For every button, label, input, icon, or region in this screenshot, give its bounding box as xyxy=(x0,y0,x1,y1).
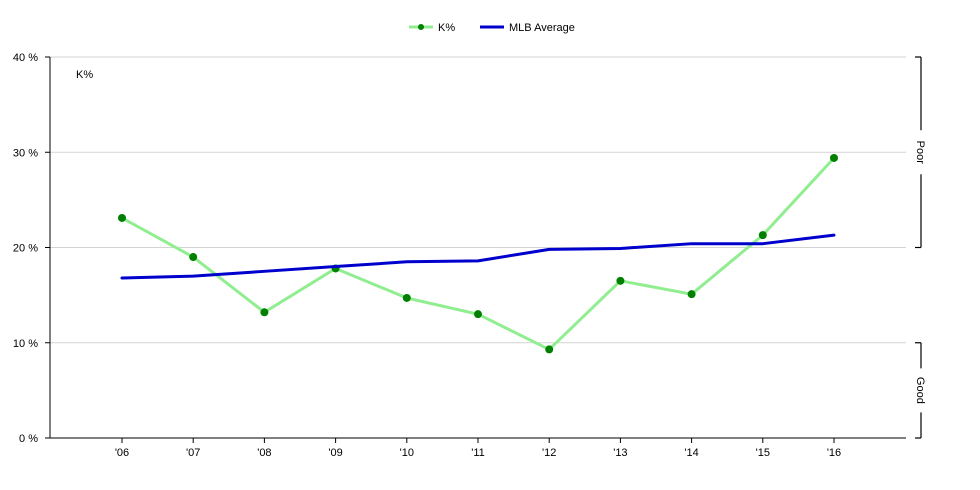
x-tick-label: '10 xyxy=(400,447,414,459)
grid xyxy=(50,56,906,344)
axes: 0 % 10 % 20 % 30 % 40 % '06 '07 '08 '09 '10 '11 '12… xyxy=(13,52,906,459)
x-tick-label: '07 xyxy=(186,447,200,459)
series-layer xyxy=(118,153,838,354)
x-tick-label: '12 xyxy=(542,447,556,459)
series-line xyxy=(120,233,836,280)
band-poor: Poor xyxy=(914,56,926,249)
legend-label: MLB Average xyxy=(509,22,575,34)
x-tick-label: '08 xyxy=(257,447,271,459)
band-label: Poor xyxy=(914,141,926,165)
legend-marker xyxy=(418,24,424,30)
legend-label: K% xyxy=(438,22,455,34)
y-tick-label: 20 % xyxy=(13,243,38,255)
x-tick-label: '15 xyxy=(756,447,770,459)
series-mlb-average xyxy=(120,233,836,280)
legend-item: MLB Average xyxy=(480,22,575,34)
y-tick-label: 10 % xyxy=(13,338,38,350)
data-point xyxy=(189,253,198,262)
x-tick-label: '09 xyxy=(328,447,342,459)
legend-item: K% xyxy=(409,22,455,34)
data-point xyxy=(545,345,554,354)
series-line xyxy=(120,156,836,351)
x-tick-label: '13 xyxy=(613,447,627,459)
rating-bands: Poor Good xyxy=(914,56,926,439)
chart-title: K% xyxy=(76,69,93,81)
x-tick-label: '14 xyxy=(684,447,698,459)
x-tick-label: '16 xyxy=(827,447,841,459)
x-tick-label: '11 xyxy=(471,447,485,459)
y-tick-label: 0 % xyxy=(19,433,38,445)
data-point xyxy=(402,293,411,302)
series-k- xyxy=(118,153,838,354)
data-point xyxy=(758,231,767,240)
y-tick-label: 30 % xyxy=(13,147,38,159)
data-point xyxy=(830,153,838,162)
data-point xyxy=(687,290,696,299)
data-point xyxy=(118,213,126,222)
data-point xyxy=(474,310,482,319)
x-tick-label: '06 xyxy=(115,447,129,459)
y-tick-label: 40 % xyxy=(13,52,38,64)
data-point xyxy=(616,276,625,285)
data-point xyxy=(260,308,269,317)
legend: K% MLB Average xyxy=(409,22,575,34)
band-label: Good xyxy=(914,377,926,404)
band-good: Good xyxy=(914,342,926,439)
